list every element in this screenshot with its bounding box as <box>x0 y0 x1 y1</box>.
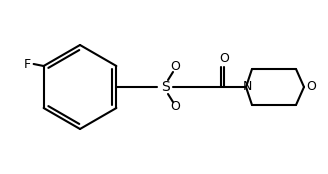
Text: O: O <box>170 61 180 73</box>
Text: O: O <box>306 81 316 93</box>
Text: F: F <box>24 57 31 70</box>
Text: O: O <box>170 101 180 113</box>
Text: N: N <box>242 80 252 93</box>
Text: O: O <box>219 53 229 65</box>
Text: S: S <box>161 80 169 94</box>
